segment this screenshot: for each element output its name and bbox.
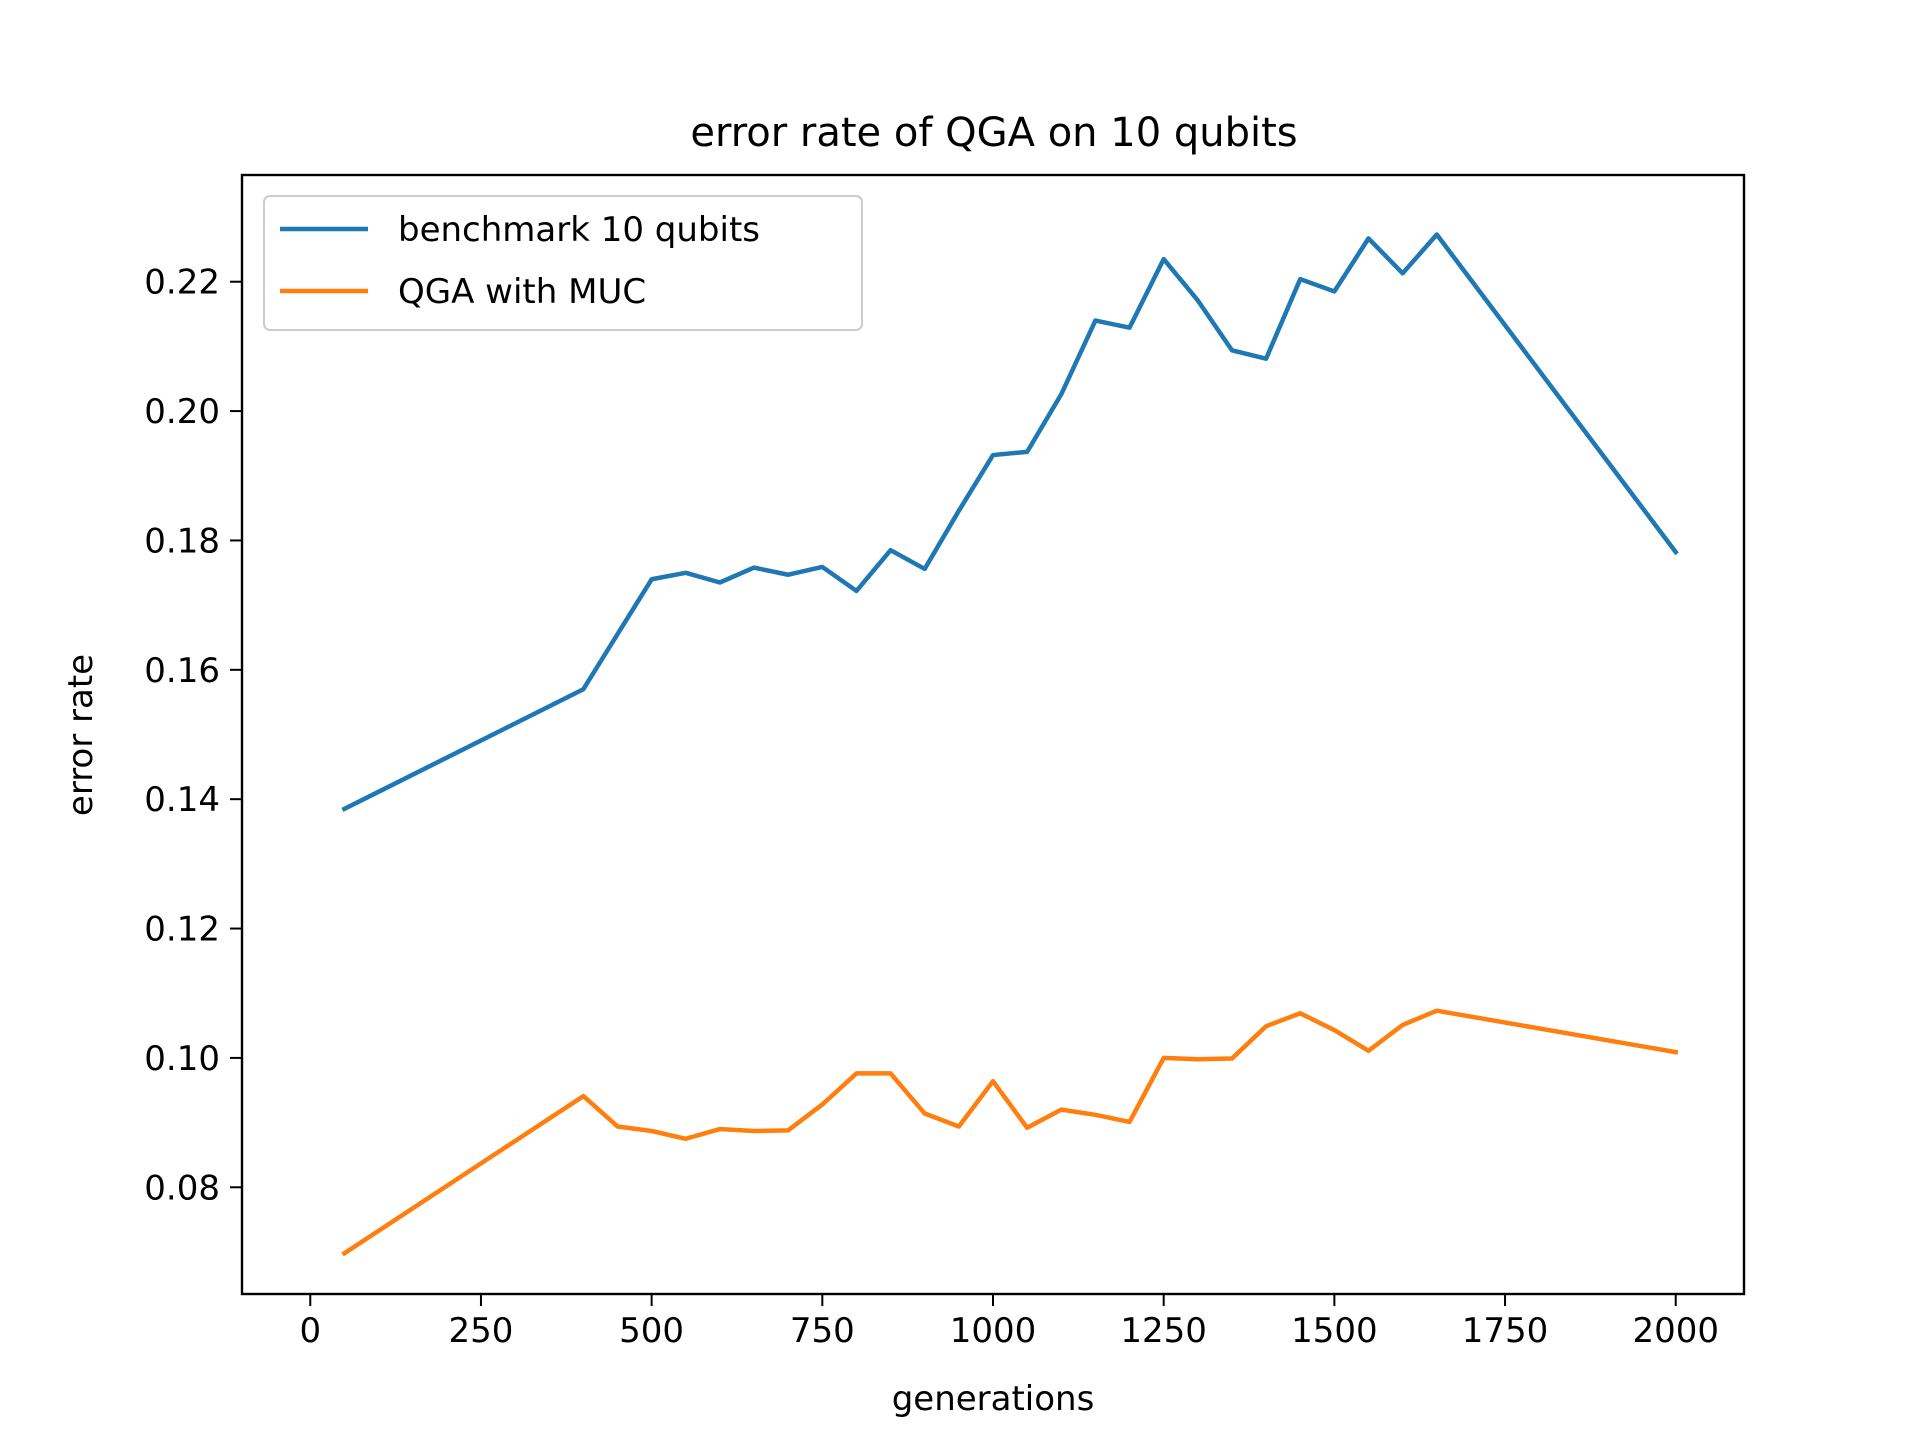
x-axis-ticks: 0 250 500 750 1000 1250 1500 1750 2000 bbox=[299, 1294, 1719, 1351]
plot-frame bbox=[240, 173, 1746, 1296]
legend-label-benchmark: benchmark 10 qubits bbox=[398, 210, 760, 250]
series-line-benchmark bbox=[341, 232, 1679, 812]
series-line-qga-muc bbox=[341, 1008, 1679, 1257]
chart-title: error rate of QGA on 10 qubits bbox=[690, 110, 1297, 156]
x-tick-label: 2000 bbox=[1632, 1311, 1719, 1351]
y-tick-label: 0.10 bbox=[144, 1039, 220, 1079]
legend: benchmark 10 qubits QGA with MUC bbox=[263, 195, 863, 331]
x-tick-label: 250 bbox=[449, 1311, 514, 1351]
x-tick-label: 1500 bbox=[1291, 1311, 1378, 1351]
y-tick-label: 0.08 bbox=[144, 1168, 220, 1208]
y-axis-ticks: 0.08 0.10 0.12 0.14 0.16 0.18 0.20 0.22 bbox=[144, 263, 242, 1208]
x-tick-label: 1750 bbox=[1462, 1311, 1549, 1351]
y-tick-label: 0.22 bbox=[144, 263, 220, 303]
y-tick-label: 0.14 bbox=[144, 780, 220, 820]
y-tick-label: 0.20 bbox=[144, 392, 220, 432]
y-tick-label: 0.18 bbox=[144, 521, 220, 561]
x-tick-label: 0 bbox=[299, 1311, 321, 1351]
y-axis-label: error rate bbox=[61, 654, 101, 816]
y-tick-label: 0.12 bbox=[144, 910, 220, 950]
x-tick-label: 500 bbox=[619, 1311, 684, 1351]
y-tick-label: 0.16 bbox=[144, 651, 220, 691]
x-tick-label: 1250 bbox=[1120, 1311, 1207, 1351]
series-lines bbox=[341, 232, 1679, 1257]
x-tick-label: 1000 bbox=[950, 1311, 1037, 1351]
legend-box bbox=[263, 195, 863, 331]
x-tick-label: 750 bbox=[790, 1311, 855, 1351]
x-axis-label: generations bbox=[892, 1379, 1095, 1419]
legend-label-qga-muc: QGA with MUC bbox=[398, 272, 646, 312]
